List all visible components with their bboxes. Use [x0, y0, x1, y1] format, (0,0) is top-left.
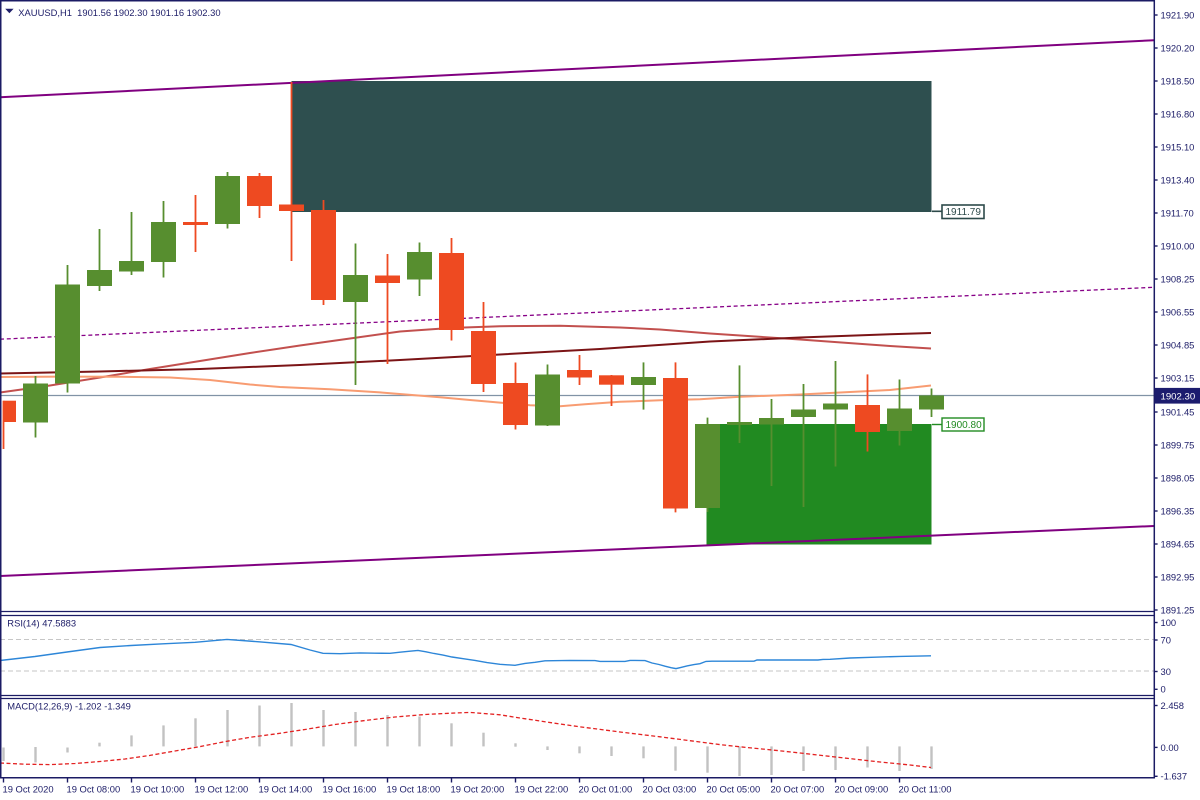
svg-text:1896.35: 1896.35 [1161, 505, 1195, 516]
svg-text:19 Oct 16:00: 19 Oct 16:00 [323, 784, 377, 795]
svg-text:19 Oct 14:00: 19 Oct 14:00 [259, 784, 313, 795]
svg-text:1921.90: 1921.90 [1161, 9, 1195, 20]
svg-text:100: 100 [1161, 617, 1177, 628]
svg-text:1911.79: 1911.79 [946, 207, 982, 218]
svg-text:20 Oct 11:00: 20 Oct 11:00 [899, 784, 952, 795]
svg-text:20 Oct 01:00: 20 Oct 01:00 [579, 784, 633, 795]
svg-text:1894.65: 1894.65 [1161, 538, 1195, 549]
svg-text:1920.20: 1920.20 [1161, 42, 1195, 53]
svg-text:1910.00: 1910.00 [1161, 240, 1195, 251]
svg-text:19 Oct 22:00: 19 Oct 22:00 [515, 784, 569, 795]
svg-text:1913.40: 1913.40 [1161, 174, 1195, 185]
svg-text:1891.25: 1891.25 [1161, 604, 1195, 615]
svg-text:1911.70: 1911.70 [1161, 207, 1194, 218]
svg-text:19 Oct 10:00: 19 Oct 10:00 [131, 784, 185, 795]
svg-text:1900.80: 1900.80 [946, 420, 983, 431]
svg-text:1899.75: 1899.75 [1161, 439, 1195, 450]
svg-text:1916.80: 1916.80 [1161, 108, 1195, 119]
svg-text:19 Oct 12:00: 19 Oct 12:00 [195, 784, 249, 795]
svg-text:20 Oct 07:00: 20 Oct 07:00 [771, 784, 825, 795]
svg-text:-1.637: -1.637 [1161, 771, 1188, 782]
svg-text:RSI(14) 47.5883: RSI(14) 47.5883 [7, 618, 76, 629]
svg-text:2.458: 2.458 [1161, 700, 1184, 711]
svg-text:1906.55: 1906.55 [1161, 306, 1195, 317]
svg-text:70: 70 [1161, 634, 1171, 645]
svg-text:MACD(12,26,9) -1.202 -1.349: MACD(12,26,9) -1.202 -1.349 [7, 701, 131, 712]
svg-text:1915.10: 1915.10 [1161, 141, 1195, 152]
svg-text:1901.45: 1901.45 [1161, 406, 1195, 417]
svg-text:20 Oct 05:00: 20 Oct 05:00 [707, 784, 761, 795]
svg-text:19 Oct 08:00: 19 Oct 08:00 [67, 784, 121, 795]
svg-text:1918.50: 1918.50 [1161, 75, 1195, 86]
svg-text:1903.15: 1903.15 [1161, 372, 1195, 383]
svg-text:0: 0 [1161, 684, 1166, 695]
svg-text:1908.25: 1908.25 [1161, 273, 1195, 284]
svg-text:1892.95: 1892.95 [1161, 571, 1195, 582]
svg-text:1902.30: 1902.30 [1161, 391, 1196, 402]
svg-text:20 Oct 09:00: 20 Oct 09:00 [835, 784, 889, 795]
svg-text:0.00: 0.00 [1161, 742, 1179, 753]
svg-text:XAUUSD,H1 1901.56 1902.30 190: XAUUSD,H1 1901.56 1902.30 1901.16 1902.3… [18, 7, 220, 18]
svg-text:20 Oct 03:00: 20 Oct 03:00 [643, 784, 697, 795]
svg-text:19 Oct 18:00: 19 Oct 18:00 [387, 784, 441, 795]
svg-text:19 Oct 2020: 19 Oct 2020 [3, 784, 54, 795]
svg-text:1898.05: 1898.05 [1161, 472, 1195, 483]
svg-text:1904.85: 1904.85 [1161, 339, 1195, 350]
svg-text:19 Oct 20:00: 19 Oct 20:00 [451, 784, 505, 795]
svg-text:30: 30 [1161, 666, 1171, 677]
